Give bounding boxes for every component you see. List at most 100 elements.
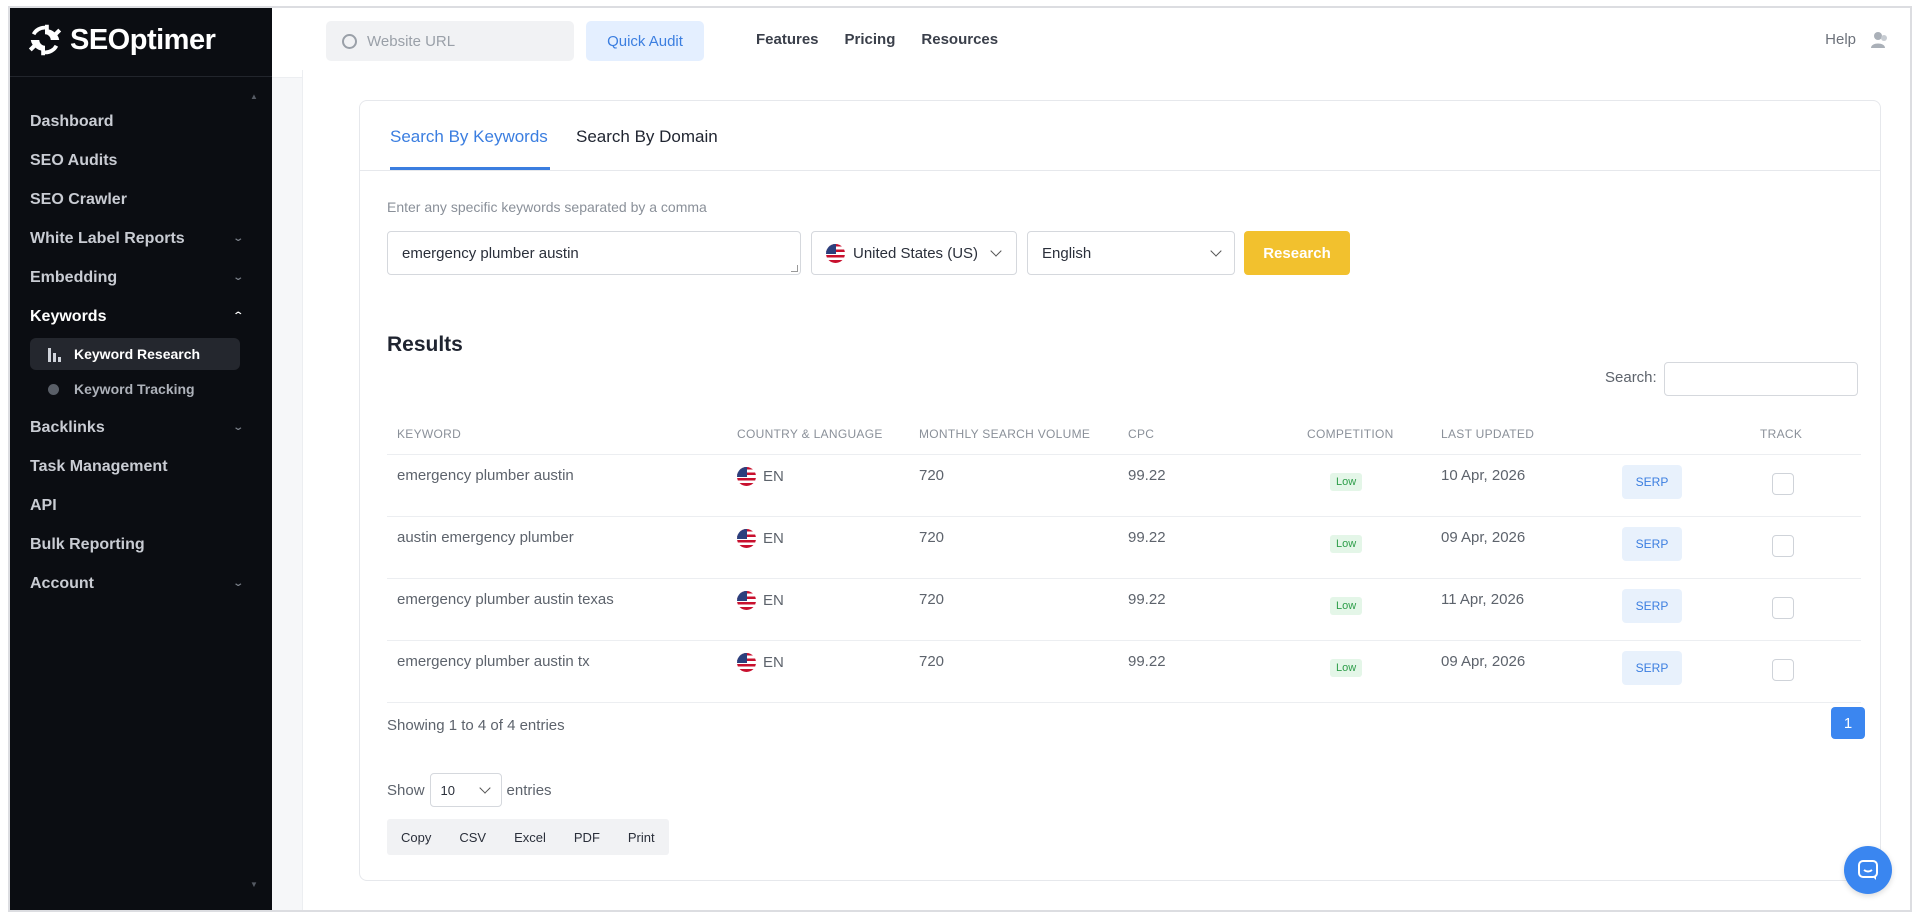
cpc-cell: 99.22: [1128, 529, 1166, 546]
serp-button[interactable]: SERP: [1622, 527, 1682, 561]
sidebar-item-bulk-reporting[interactable]: Bulk Reporting: [10, 525, 272, 564]
entries-label: entries: [506, 781, 552, 799]
url-search-box[interactable]: [326, 21, 574, 61]
sidebar-item-label: SEO Crawler: [30, 190, 127, 208]
sidebar-item-account[interactable]: Account ⌄: [10, 564, 272, 603]
sidebar-item-label: SEO Audits: [30, 151, 118, 169]
tab-search-by-keywords[interactable]: Search By Keywords: [390, 127, 548, 146]
volume-cell: 720: [919, 591, 945, 608]
sidebar-subitem-keyword-tracking[interactable]: Keyword Tracking: [30, 373, 240, 405]
app-window: SEOptimer ▲ Dashboard SEO Audits SEO Cra…: [8, 6, 1912, 912]
competition-badge: Low: [1330, 535, 1363, 553]
country-language-cell: EN: [737, 591, 784, 610]
chevron-down-icon: ⌄: [231, 578, 244, 589]
pagination-page-button[interactable]: 1: [1831, 707, 1865, 739]
search-icon: [342, 33, 357, 49]
track-checkbox[interactable]: [1772, 473, 1794, 495]
sidebar-subitem-keyword-research[interactable]: Keyword Research: [30, 338, 240, 370]
last-updated-cell: 09 Apr, 2026: [1441, 529, 1526, 546]
sidebar-item-label: Embedding: [30, 268, 118, 286]
column-header-cpc[interactable]: CPC: [1128, 426, 1155, 441]
website-url-input[interactable]: [367, 32, 547, 50]
csv-button[interactable]: CSV: [445, 819, 500, 855]
track-checkbox[interactable]: [1772, 597, 1794, 619]
excel-button[interactable]: Excel: [500, 819, 560, 855]
bar-chart-icon: [48, 346, 64, 362]
us-flag-icon: [737, 591, 756, 610]
table-search-input[interactable]: [1664, 362, 1858, 396]
sidebar-item-label: Task Management: [30, 457, 168, 475]
sidebar-scroll-up-icon[interactable]: ▲: [250, 92, 258, 101]
chevron-down-icon: ⌄: [231, 422, 244, 433]
column-header-track[interactable]: TRACK: [1760, 426, 1803, 441]
table-search-label: Search:: [1605, 369, 1657, 386]
help-link[interactable]: Help: [1825, 31, 1856, 48]
sidebar-item-seo-audits[interactable]: SEO Audits: [10, 141, 272, 180]
pdf-button[interactable]: PDF: [560, 819, 614, 855]
sidebar-item-dashboard[interactable]: Dashboard: [10, 102, 272, 141]
logo[interactable]: SEOptimer: [26, 18, 216, 62]
serp-button[interactable]: SERP: [1622, 465, 1682, 499]
sidebar-scroll-down-icon[interactable]: ▼: [250, 880, 258, 889]
sidebar-item-label: API: [30, 496, 57, 514]
sidebar-item-white-label-reports[interactable]: White Label Reports ⌄: [10, 219, 272, 258]
user-icon[interactable]: [1870, 30, 1890, 50]
column-header-country-language[interactable]: COUNTRY & LANGUAGE: [737, 426, 883, 441]
nav-link-resources[interactable]: Resources: [921, 31, 999, 48]
sidebar-item-task-management[interactable]: Task Management: [10, 447, 272, 486]
export-buttons: Copy CSV Excel PDF Print: [387, 819, 669, 855]
resize-handle-icon[interactable]: [791, 265, 798, 272]
results-table: KEYWORD COUNTRY & LANGUAGE MONTHLY SEARC…: [387, 413, 1861, 703]
nav-link-pricing[interactable]: Pricing: [844, 31, 896, 48]
quick-audit-button[interactable]: Quick Audit: [586, 21, 704, 61]
sidebar-subitem-label: Keyword Research: [74, 346, 201, 362]
topbar: Quick Audit Features Pricing Resources H…: [272, 8, 1910, 78]
page-length-select[interactable]: 10: [429, 773, 502, 807]
table-row: austin emergency plumber EN 720 99.22 Lo…: [387, 517, 1861, 579]
keywords-textarea[interactable]: emergency plumber austin: [387, 231, 801, 275]
column-header-monthly-search-volume[interactable]: MONTHLY SEARCH VOLUME: [919, 426, 1091, 441]
last-updated-cell: 11 Apr, 2026: [1441, 591, 1525, 608]
keywords-hint: Enter any specific keywords separated by…: [387, 199, 707, 215]
top-nav-links: Features Pricing Resources: [756, 31, 998, 48]
chat-launcher-button[interactable]: [1844, 846, 1892, 894]
serp-button[interactable]: SERP: [1622, 589, 1682, 623]
column-header-competition[interactable]: COMPETITION: [1307, 426, 1394, 441]
last-updated-cell: 10 Apr, 2026: [1441, 467, 1526, 484]
nav-link-features[interactable]: Features: [756, 31, 819, 48]
sidebar-item-label: Bulk Reporting: [30, 535, 145, 553]
sidebar-item-seo-crawler[interactable]: SEO Crawler: [10, 180, 272, 219]
sidebar: SEOptimer ▲ Dashboard SEO Audits SEO Cra…: [10, 8, 272, 910]
tab-search-by-domain[interactable]: Search By Domain: [576, 127, 718, 146]
sidebar-item-embedding[interactable]: Embedding ⌄: [10, 258, 272, 297]
keyword-research-card: Search By Keywords Search By Domain Ente…: [359, 100, 1881, 881]
language-code: EN: [763, 530, 784, 547]
active-tab-indicator: [390, 167, 550, 170]
country-select[interactable]: United States (US): [811, 231, 1017, 275]
serp-button[interactable]: SERP: [1622, 651, 1682, 685]
track-checkbox[interactable]: [1772, 659, 1794, 681]
page-length-value: 10: [440, 782, 455, 798]
sidebar-item-backlinks[interactable]: Backlinks ⌄: [10, 408, 272, 447]
table-header: KEYWORD COUNTRY & LANGUAGE MONTHLY SEARC…: [387, 413, 1861, 455]
sidebar-item-api[interactable]: API: [10, 486, 272, 525]
cpc-cell: 99.22: [1128, 591, 1166, 608]
language-select[interactable]: English: [1027, 231, 1235, 275]
language-code: EN: [763, 468, 784, 485]
research-button[interactable]: Research: [1244, 231, 1350, 275]
sidebar-item-keywords[interactable]: Keywords ⌃: [10, 297, 272, 336]
language-value: English: [1042, 244, 1092, 262]
country-value: United States (US): [853, 244, 979, 262]
copy-button[interactable]: Copy: [387, 819, 445, 855]
print-button[interactable]: Print: [614, 819, 669, 855]
table-row: emergency plumber austin EN 720 99.22 Lo…: [387, 455, 1861, 517]
keyword-cell: emergency plumber austin tx: [397, 653, 590, 670]
track-checkbox[interactable]: [1772, 535, 1794, 557]
column-header-last-updated[interactable]: LAST UPDATED: [1441, 426, 1535, 441]
table-row: emergency plumber austin texas EN 720 99…: [387, 579, 1861, 641]
volume-cell: 720: [919, 529, 945, 546]
country-language-cell: EN: [737, 467, 784, 486]
keyword-cell: emergency plumber austin texas: [397, 591, 614, 608]
column-header-keyword[interactable]: KEYWORD: [397, 426, 462, 441]
cpc-cell: 99.22: [1128, 653, 1166, 670]
